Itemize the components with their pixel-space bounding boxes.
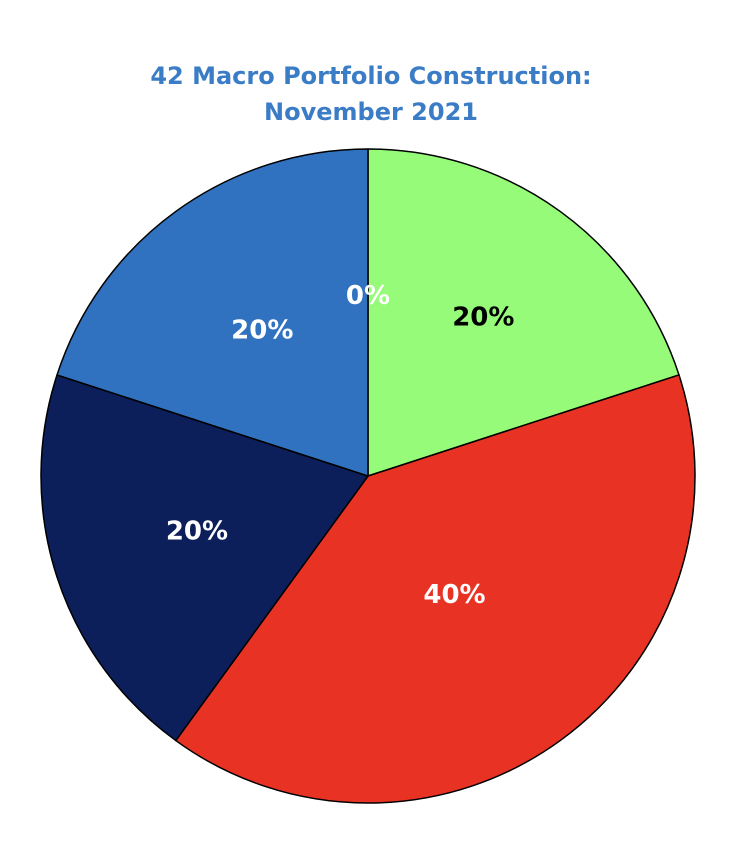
pie-slice-1 xyxy=(175,374,696,804)
pie-slice-2 xyxy=(40,374,369,742)
pie-slice-label-2: 20% xyxy=(166,517,228,547)
chart-title-line-1: 42 Macro Portfolio Construction: xyxy=(150,62,592,90)
pie-slices xyxy=(40,148,696,804)
pie-labels: 20% 40% 20% 20% 0% xyxy=(166,281,515,610)
pie-slice-label-1: 40% xyxy=(423,580,485,610)
pie-slice-label-3: 20% xyxy=(231,315,293,345)
pie-slice-0 xyxy=(367,148,680,477)
pie-slice-3 xyxy=(56,148,369,477)
pie-slice-label-4: 0% xyxy=(346,281,390,311)
chart-title: 42 Macro Portfolio Construction: Novembe… xyxy=(0,58,742,130)
chart-title-line-2: November 2021 xyxy=(264,98,478,126)
pie-slice-label-0: 20% xyxy=(452,302,514,332)
